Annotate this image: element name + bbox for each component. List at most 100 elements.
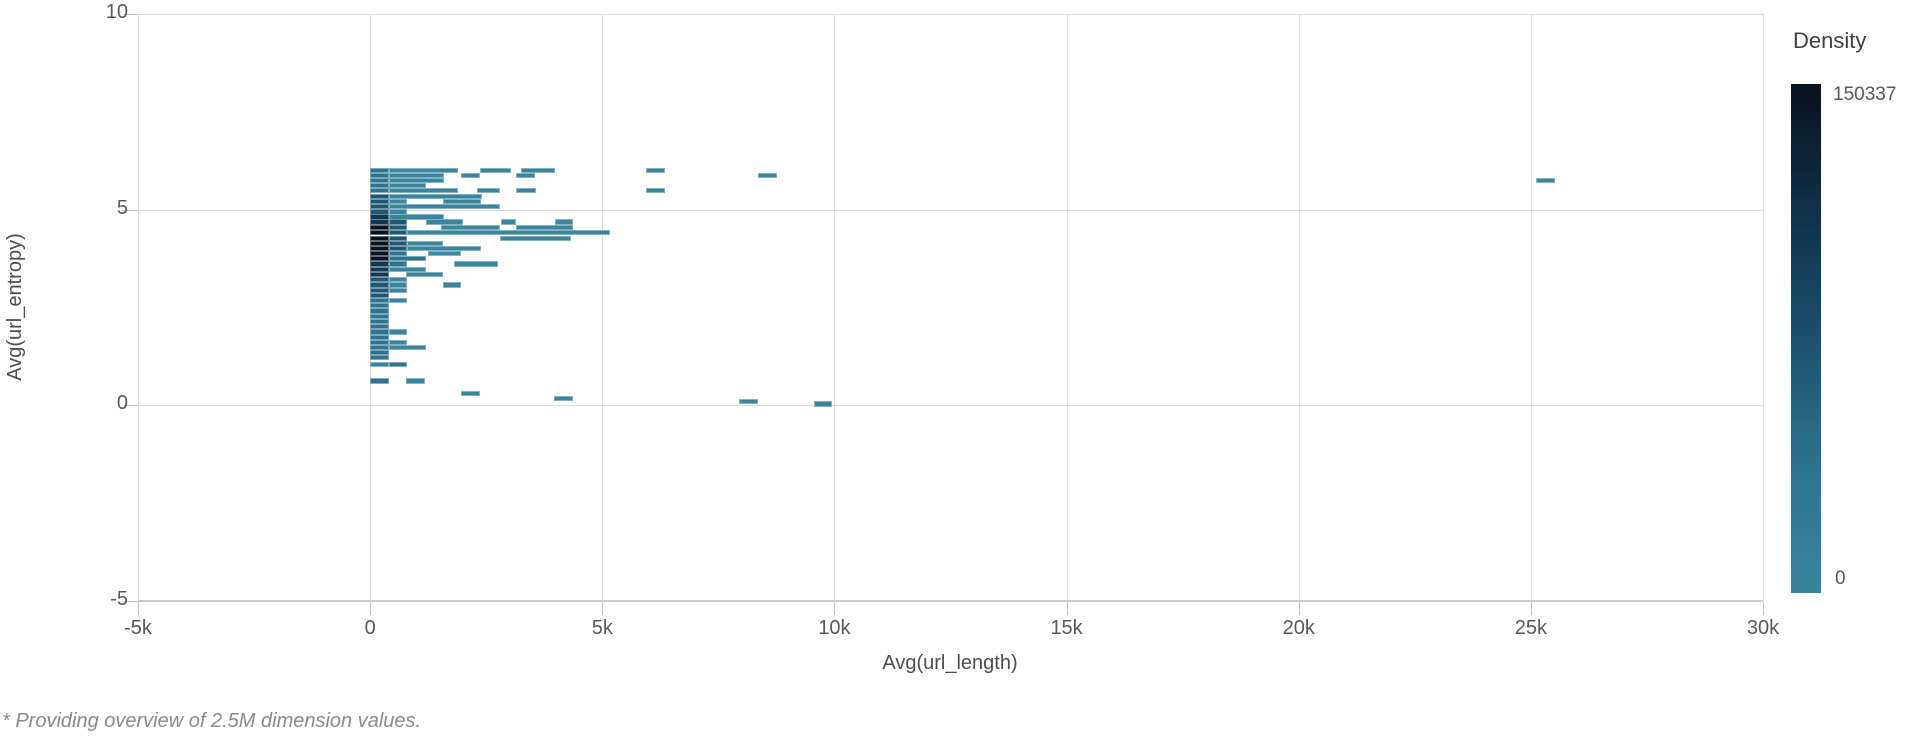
plot-area[interactable] (138, 14, 1764, 602)
heatmap-cell[interactable] (370, 266, 389, 273)
heatmap-cell[interactable] (388, 282, 408, 288)
heatmap-cell[interactable] (388, 188, 459, 194)
legend-gradient-bar[interactable] (1791, 84, 1821, 593)
heatmap-cell[interactable] (388, 224, 408, 231)
heatmap-cell[interactable] (370, 308, 389, 314)
heatmap-cell[interactable] (388, 329, 408, 335)
heatmap-cell[interactable] (476, 188, 501, 194)
heatmap-cell[interactable] (388, 251, 408, 257)
heatmap-cell[interactable] (370, 287, 389, 293)
heatmap-cell[interactable] (370, 256, 389, 262)
heatmap-cell[interactable] (388, 219, 408, 225)
heatmap-cell[interactable] (370, 334, 389, 340)
heatmap-cell[interactable] (370, 313, 389, 319)
heatmap-cell[interactable] (388, 178, 445, 184)
heatmap-cell[interactable] (370, 282, 389, 288)
heatmap-cell[interactable] (370, 378, 389, 384)
heatmap-cell[interactable] (370, 261, 389, 267)
heatmap-cell[interactable] (388, 183, 426, 189)
heatmap-cell[interactable] (758, 172, 777, 179)
heatmap-cell[interactable] (388, 193, 482, 199)
heatmap-cell[interactable] (461, 172, 481, 179)
heatmap-cell[interactable] (370, 277, 389, 283)
heatmap-cell[interactable] (388, 345, 426, 351)
heatmap-cell[interactable] (370, 323, 389, 330)
heatmap-cell[interactable] (370, 329, 389, 335)
heatmap-cell[interactable] (388, 209, 408, 215)
heatmap-cell[interactable] (407, 245, 482, 251)
heatmap-cell[interactable] (388, 361, 408, 367)
heatmap-cell[interactable] (370, 271, 389, 278)
heatmap-cell[interactable] (388, 203, 501, 210)
heatmap-cell[interactable] (646, 167, 665, 174)
heatmap-cell[interactable] (388, 245, 408, 251)
heatmap-cell[interactable] (501, 219, 517, 225)
heatmap-cell[interactable] (388, 230, 408, 236)
heatmap-cell[interactable] (370, 339, 389, 345)
heatmap-cell[interactable] (370, 178, 389, 184)
heatmap-cell[interactable] (370, 209, 389, 215)
heatmap-cell[interactable] (813, 401, 832, 407)
heatmap-cell[interactable] (388, 266, 426, 273)
heatmap-cell[interactable] (370, 172, 389, 179)
heatmap-cell[interactable] (370, 203, 389, 210)
heatmap-cell[interactable] (443, 198, 482, 204)
y-tick-label: -5 (110, 588, 128, 610)
y-gridline (138, 405, 1763, 407)
heatmap-cell[interactable] (370, 235, 389, 241)
heatmap-cell[interactable] (428, 251, 462, 257)
heatmap-cell[interactable] (388, 287, 408, 293)
heatmap-cell[interactable] (370, 355, 389, 361)
heatmap-cell[interactable] (461, 390, 481, 396)
heatmap-cell[interactable] (441, 224, 501, 231)
heatmap-cell[interactable] (443, 282, 462, 288)
heatmap-cell[interactable] (370, 318, 389, 325)
heatmap-cell[interactable] (370, 245, 389, 251)
heatmap-cell[interactable] (554, 395, 574, 401)
heatmap-cell[interactable] (370, 214, 389, 220)
heatmap-cell[interactable] (370, 230, 389, 236)
heatmap-cell[interactable] (370, 292, 389, 298)
heatmap-cell[interactable] (370, 345, 389, 351)
heatmap-cell[interactable] (388, 167, 459, 174)
heatmap-cell[interactable] (370, 361, 389, 367)
heatmap-cell[interactable] (370, 298, 389, 304)
heatmap-cell[interactable] (425, 219, 463, 225)
heatmap-cell[interactable] (370, 251, 389, 257)
heatmap-cell[interactable] (516, 188, 537, 194)
heatmap-cell[interactable] (370, 193, 389, 199)
heatmap-cell[interactable] (500, 235, 572, 241)
heatmap-cell[interactable] (521, 167, 556, 174)
heatmap-cell[interactable] (480, 167, 512, 174)
heatmap-cell[interactable] (388, 214, 445, 220)
heatmap-cell[interactable] (370, 167, 389, 174)
heatmap-cell[interactable] (646, 188, 665, 194)
heatmap-cell[interactable] (388, 172, 445, 179)
heatmap-cell[interactable] (388, 339, 408, 345)
heatmap-cell[interactable] (407, 230, 611, 236)
heatmap-cell[interactable] (516, 224, 574, 231)
heatmap-cell[interactable] (370, 303, 389, 309)
heatmap-cell[interactable] (370, 219, 389, 225)
heatmap-cell[interactable] (406, 271, 444, 278)
heatmap-cell[interactable] (370, 188, 389, 194)
heatmap-cell[interactable] (388, 277, 408, 283)
heatmap-cell[interactable] (406, 378, 425, 384)
heatmap-cell[interactable] (388, 298, 408, 304)
heatmap-cell[interactable] (739, 398, 758, 404)
heatmap-cell[interactable] (453, 261, 499, 267)
heatmap-cell[interactable] (370, 240, 389, 246)
heatmap-cell[interactable] (370, 350, 389, 356)
heatmap-cell[interactable] (516, 172, 535, 179)
heatmap-cell[interactable] (388, 235, 408, 241)
heatmap-cell[interactable] (388, 240, 408, 246)
heatmap-cell[interactable] (1536, 178, 1555, 184)
heatmap-cell[interactable] (555, 219, 574, 225)
heatmap-cell[interactable] (388, 256, 426, 262)
heatmap-cell[interactable] (407, 240, 444, 246)
heatmap-cell[interactable] (370, 224, 389, 231)
heatmap-cell[interactable] (388, 261, 408, 267)
heatmap-cell[interactable] (370, 183, 389, 189)
heatmap-cell[interactable] (370, 198, 389, 204)
heatmap-cell[interactable] (388, 198, 408, 204)
